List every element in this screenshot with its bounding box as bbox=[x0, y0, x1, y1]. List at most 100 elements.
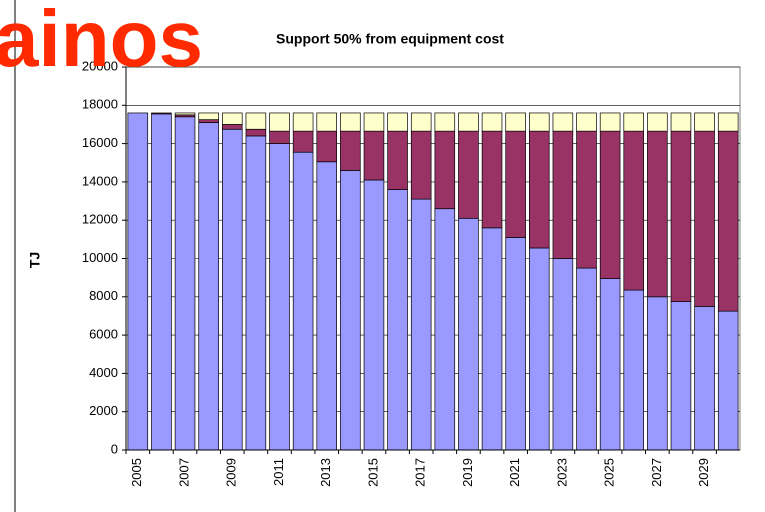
bar-segment bbox=[410, 112, 432, 132]
bar-segment bbox=[387, 112, 408, 132]
bar-segment bbox=[245, 135, 267, 451]
bar-segment bbox=[316, 161, 337, 451]
bar-segment bbox=[481, 130, 503, 229]
bar-segment bbox=[670, 130, 692, 302]
bar-segment bbox=[363, 179, 385, 451]
watermark: ainos bbox=[0, 0, 203, 83]
bar-segment bbox=[505, 130, 526, 238]
bar-segment bbox=[316, 112, 337, 132]
bar-segment bbox=[222, 112, 243, 125]
bar-segment bbox=[198, 122, 219, 451]
bar-segment bbox=[127, 112, 149, 451]
bar-segment bbox=[198, 112, 219, 121]
bar-segment bbox=[576, 130, 597, 269]
bar-segment bbox=[292, 130, 314, 153]
y-tick-label: 0 bbox=[111, 441, 118, 456]
bar-segment bbox=[576, 112, 597, 132]
x-tick-label: 2011 bbox=[271, 458, 286, 486]
bar-segment bbox=[198, 119, 219, 123]
bar-segment bbox=[340, 112, 361, 132]
bar-segment bbox=[316, 130, 337, 163]
bar-segment bbox=[340, 130, 361, 171]
bar-segment bbox=[434, 130, 456, 210]
bar-segment bbox=[292, 112, 314, 132]
bar-segment bbox=[458, 130, 479, 219]
bar-segment bbox=[694, 130, 715, 307]
bar-segment bbox=[269, 130, 290, 144]
bar-segment bbox=[599, 130, 621, 279]
bar-segment bbox=[410, 198, 432, 451]
bar-segment bbox=[552, 112, 574, 132]
x-tick-label: 2023 bbox=[554, 458, 569, 487]
bar-segment bbox=[151, 113, 172, 451]
bar-segment bbox=[151, 112, 172, 115]
bar-segment bbox=[529, 130, 550, 249]
bar-segment bbox=[505, 112, 526, 132]
bar-segment bbox=[174, 112, 196, 116]
bar-segment bbox=[363, 130, 385, 181]
bar-segment bbox=[717, 112, 739, 132]
x-tick-label: 2007 bbox=[176, 458, 191, 487]
y-axis-label: TJ bbox=[27, 252, 43, 268]
bar-segment bbox=[245, 112, 267, 130]
bar-segment bbox=[717, 310, 739, 451]
bar-segment bbox=[245, 128, 267, 137]
bar-segment bbox=[174, 116, 196, 451]
bar-segment bbox=[552, 130, 574, 259]
y-tick-label: 10000 bbox=[82, 250, 118, 265]
y-tick-label: 4000 bbox=[89, 365, 118, 380]
bar-segment bbox=[599, 112, 621, 132]
bar-segment bbox=[647, 130, 668, 298]
bar-segment bbox=[222, 128, 243, 451]
bar-segment bbox=[387, 130, 408, 190]
y-tick-label: 12000 bbox=[82, 212, 118, 227]
bar-segment bbox=[269, 112, 290, 132]
bar-segment bbox=[481, 227, 503, 451]
x-tick-label: 2009 bbox=[224, 458, 239, 487]
bar-segment bbox=[717, 130, 739, 312]
bar-segment bbox=[505, 237, 526, 451]
bar-segment bbox=[410, 130, 432, 200]
y-tick-label: 18000 bbox=[82, 97, 118, 112]
bar-segment bbox=[434, 208, 456, 451]
y-tick-label: 2000 bbox=[89, 403, 118, 418]
y-tick-label: 14000 bbox=[82, 173, 118, 188]
bar-segment bbox=[670, 301, 692, 451]
bar-segment bbox=[292, 151, 314, 451]
bar-segment bbox=[458, 112, 479, 132]
bar-segment bbox=[222, 124, 243, 130]
bar-segment bbox=[670, 112, 692, 132]
bar-segment bbox=[623, 289, 644, 451]
y-tick-label: 8000 bbox=[89, 288, 118, 303]
bar-segment bbox=[363, 112, 385, 132]
x-tick-label: 2029 bbox=[696, 458, 711, 487]
bar-segment bbox=[529, 112, 550, 132]
chart-title: Support 50% from equipment cost bbox=[276, 31, 504, 47]
bar-segment bbox=[529, 247, 550, 451]
bar-segment bbox=[647, 112, 668, 132]
x-tick-label: 2015 bbox=[365, 458, 380, 487]
x-tick-label: 2017 bbox=[413, 458, 428, 487]
x-tick-label: 2019 bbox=[460, 458, 475, 487]
bar-segment bbox=[599, 278, 621, 451]
bar-segment bbox=[387, 189, 408, 451]
bar-segment bbox=[340, 170, 361, 451]
x-tick-label: 2013 bbox=[318, 458, 333, 487]
y-tick-label: 20000 bbox=[82, 58, 118, 73]
bar-segment bbox=[481, 112, 503, 132]
x-tick-label: 2005 bbox=[129, 458, 144, 487]
bar-segment bbox=[623, 112, 644, 132]
x-tick-label: 2021 bbox=[507, 458, 522, 487]
bar-segment bbox=[694, 306, 715, 451]
bar-segment bbox=[269, 143, 290, 451]
bar-segment bbox=[434, 112, 456, 132]
y-tick-label: 16000 bbox=[82, 135, 118, 150]
bar-segment bbox=[623, 130, 644, 291]
x-tick-label: 2025 bbox=[602, 458, 617, 487]
y-tick-label: 6000 bbox=[89, 327, 118, 342]
x-tick-label: 2027 bbox=[649, 458, 664, 487]
bar-segment bbox=[694, 112, 715, 132]
bar-segment bbox=[647, 296, 668, 451]
bar-segment bbox=[552, 258, 574, 451]
